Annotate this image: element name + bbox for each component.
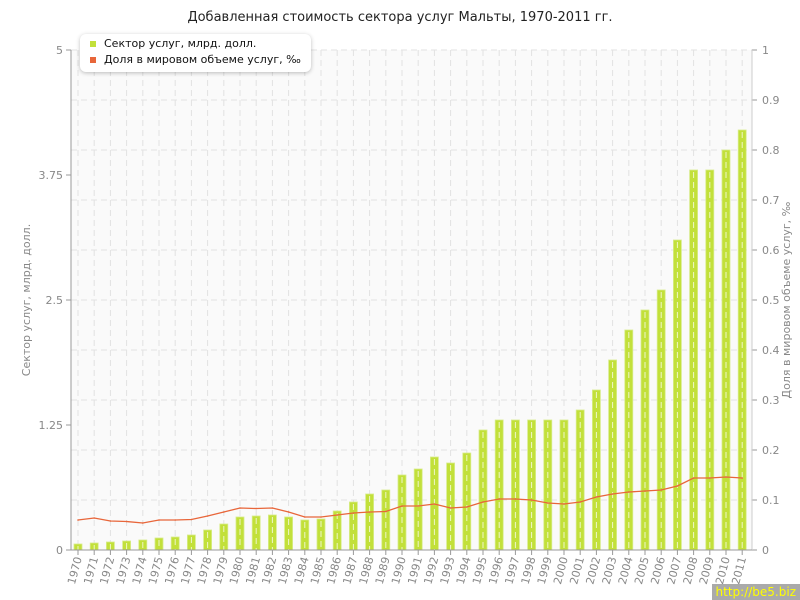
line-point <box>77 519 79 521</box>
legend-item-services: Сектор услуг, млрд. долл. <box>90 36 301 52</box>
legend-item-share: Доля в мировом объеме услуг, ‰ <box>90 52 301 68</box>
line-point <box>304 516 306 518</box>
y2-tick-label: 0.5 <box>762 294 780 307</box>
y2-tick-label: 1 <box>762 44 769 57</box>
line-point <box>336 514 339 516</box>
bar <box>656 289 666 551</box>
line-point <box>498 498 501 500</box>
line-point <box>514 498 517 500</box>
line-point <box>676 485 679 487</box>
bar <box>721 149 731 551</box>
line-point <box>595 496 598 498</box>
legend-label: Сектор услуг, млрд. долл. <box>104 37 257 50</box>
series-line <box>77 476 743 524</box>
line-point <box>125 520 128 523</box>
line-point <box>93 517 95 519</box>
y2-tick-label: 0 <box>762 544 769 557</box>
line-point <box>174 519 176 521</box>
y2-tick-label: 0.6 <box>762 244 780 257</box>
line-point <box>660 489 662 491</box>
line-point <box>401 505 403 507</box>
line-point <box>158 519 160 521</box>
y2-tick-label: 0.2 <box>762 444 780 457</box>
bar <box>575 409 585 551</box>
y2-tick-label: 0.1 <box>762 494 780 507</box>
line-point <box>530 499 533 501</box>
line-point <box>579 501 581 503</box>
line-point <box>109 520 112 522</box>
line-point <box>190 518 193 521</box>
line-point <box>206 515 209 517</box>
line-point <box>271 507 274 509</box>
line-point <box>352 512 355 514</box>
y-tick-label: 2.5 <box>46 294 64 307</box>
line-point <box>482 501 484 503</box>
y2-tick-label: 0.8 <box>762 144 780 157</box>
legend-swatch <box>90 57 96 63</box>
line-point <box>142 522 144 524</box>
legend: Сектор услуг, млрд. долл. Доля в мировом… <box>80 34 311 72</box>
line-point <box>692 477 695 479</box>
line-point <box>611 493 614 495</box>
line-point <box>255 507 257 510</box>
line-point <box>417 505 420 507</box>
line-point <box>223 511 225 513</box>
line-point <box>547 502 549 504</box>
y2-tick-label: 0.3 <box>762 394 780 407</box>
line-point <box>320 516 322 518</box>
y-tick-label: 5 <box>56 44 63 57</box>
bar <box>381 489 391 551</box>
line-point <box>741 477 743 479</box>
chart-title: Добавленная стоимость сектора услуг Маль… <box>187 10 613 25</box>
line-point <box>433 503 436 505</box>
y-tick-label: 0 <box>56 544 63 557</box>
legend-label: Доля в мировом объеме услуг, ‰ <box>104 53 301 66</box>
line-point <box>449 507 452 509</box>
y2-tick-label: 0.4 <box>762 344 780 357</box>
line-point <box>466 506 468 508</box>
line-point <box>287 511 290 513</box>
y-tick-label: 1.25 <box>39 419 64 432</box>
y2-tick-label: 0.7 <box>762 194 780 207</box>
y-tick-label: 3.75 <box>39 169 64 182</box>
line-point <box>368 511 371 513</box>
y2-tick-label: 0.9 <box>762 94 780 107</box>
line-point <box>709 477 711 479</box>
line-point <box>628 491 630 493</box>
watermark[interactable]: http://be5.biz <box>711 584 800 600</box>
legend-swatch <box>90 41 96 47</box>
line-point <box>644 490 646 492</box>
y-axis-label: Сектор услуг, млрд. долл. <box>20 224 33 376</box>
line-point <box>239 507 241 509</box>
line-point <box>725 476 727 478</box>
line-point <box>563 503 565 505</box>
line-point <box>385 510 387 513</box>
y2-axis-label: Доля в мировом объеме услуг, ‰ <box>780 201 793 398</box>
